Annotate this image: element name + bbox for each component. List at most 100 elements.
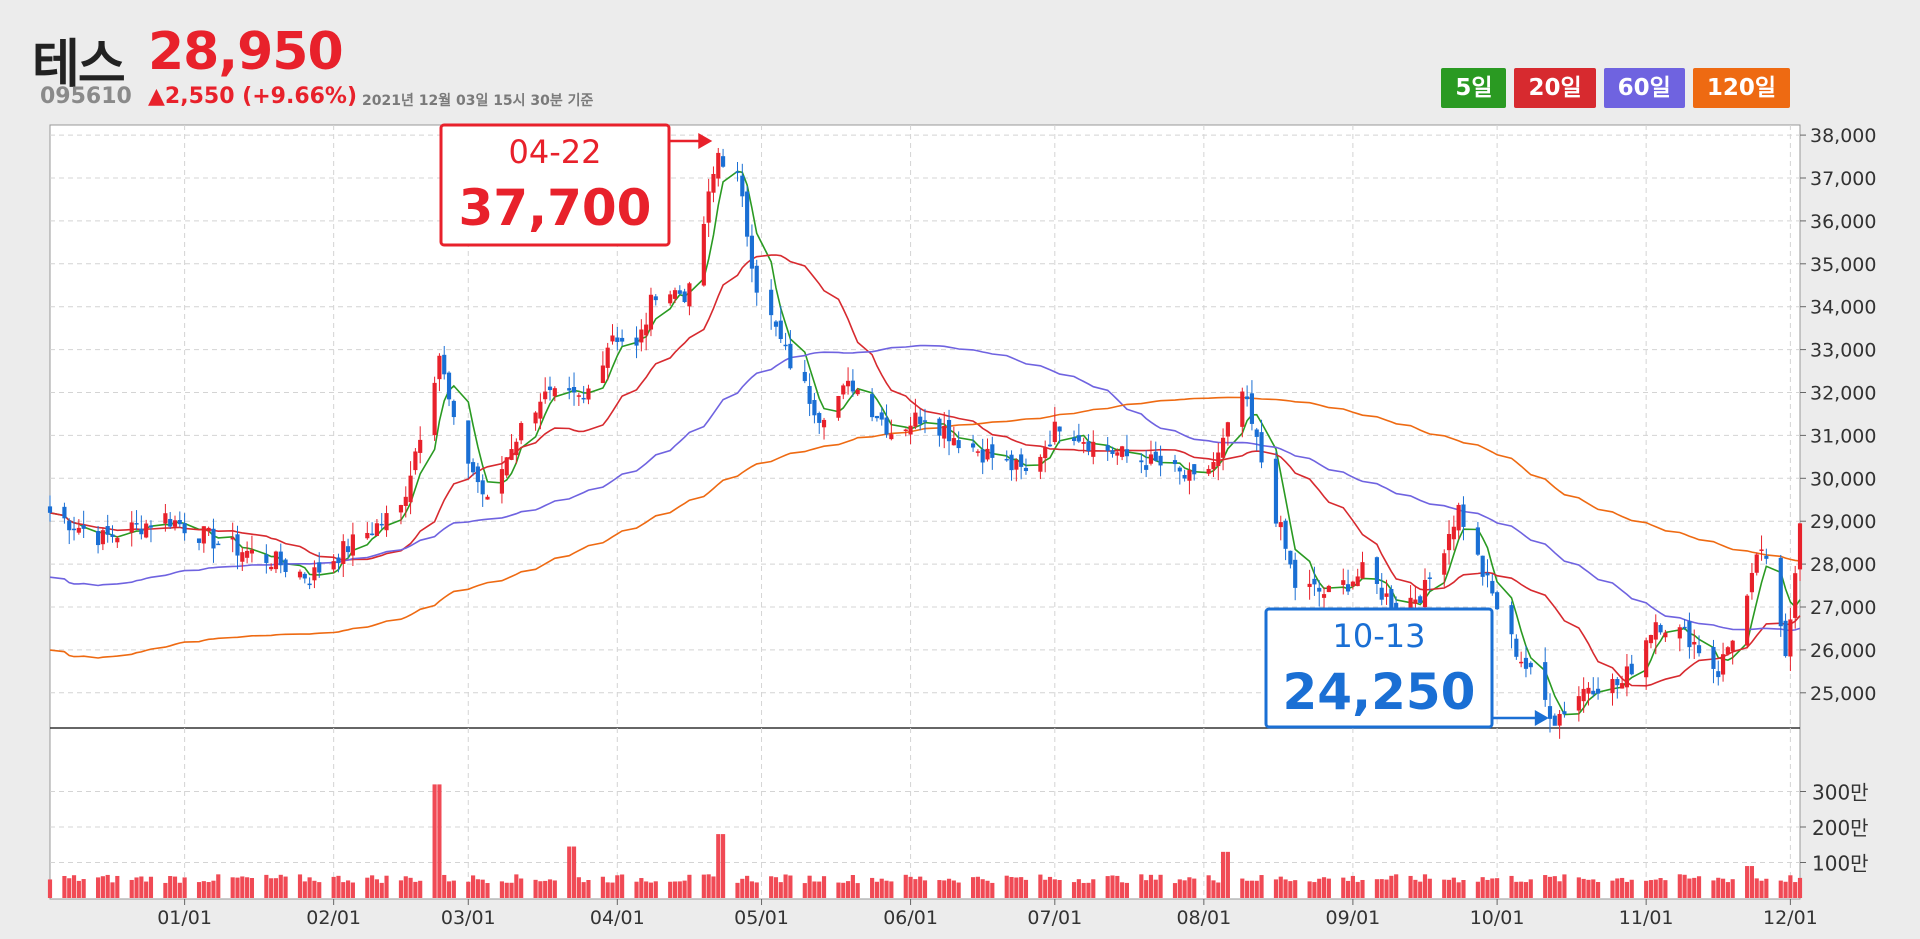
candle-body bbox=[1009, 454, 1014, 471]
candle-body bbox=[201, 526, 206, 544]
candle-body bbox=[177, 520, 182, 525]
candle bbox=[1648, 634, 1654, 649]
candle-body bbox=[1182, 474, 1187, 479]
candle-body bbox=[1192, 464, 1197, 475]
candle-body bbox=[1153, 451, 1158, 461]
volume-bar bbox=[1254, 880, 1259, 898]
candle bbox=[504, 457, 509, 479]
candle bbox=[1115, 448, 1120, 465]
volume-bar bbox=[956, 882, 961, 898]
volume-bar bbox=[148, 876, 154, 898]
volume-bar bbox=[1172, 883, 1178, 898]
time-tick-label: 07/01 bbox=[1027, 907, 1082, 929]
volume-bar bbox=[1360, 879, 1365, 898]
volume-bar bbox=[110, 882, 115, 898]
candle bbox=[821, 417, 827, 440]
volume-bar bbox=[605, 882, 610, 898]
candle-body bbox=[1047, 444, 1053, 447]
candle bbox=[1014, 458, 1019, 482]
time-tick-label: 09/01 bbox=[1326, 907, 1381, 929]
candle-body bbox=[168, 518, 173, 527]
candle-body bbox=[1317, 587, 1322, 592]
volume-bar bbox=[264, 874, 269, 898]
candle bbox=[211, 518, 216, 563]
candle bbox=[466, 420, 471, 479]
volume-bar bbox=[682, 880, 687, 898]
volume-bar bbox=[302, 881, 307, 898]
candle-body bbox=[653, 296, 658, 301]
volume-bar bbox=[470, 875, 476, 898]
candle-body bbox=[240, 552, 245, 562]
volume-bar bbox=[1519, 881, 1524, 898]
candle bbox=[610, 324, 615, 345]
candle bbox=[745, 186, 750, 247]
volume-bar bbox=[1629, 879, 1634, 898]
candle bbox=[1009, 450, 1014, 481]
candle-body bbox=[749, 235, 755, 269]
candle bbox=[302, 572, 307, 584]
candle bbox=[600, 351, 605, 384]
ma60-button[interactable]: 60일 bbox=[1603, 68, 1685, 108]
volume-bar bbox=[442, 874, 447, 898]
volume-bar bbox=[812, 881, 817, 898]
volume-bar bbox=[1552, 876, 1557, 898]
volume-bar bbox=[245, 877, 250, 898]
volume-bar bbox=[821, 876, 827, 898]
candle bbox=[129, 511, 134, 547]
candle-body bbox=[418, 439, 423, 453]
volume-bar bbox=[283, 876, 288, 898]
candle-body bbox=[644, 324, 649, 336]
candle-body bbox=[990, 444, 995, 458]
time-tick-label: 08/01 bbox=[1176, 907, 1231, 929]
candle-body bbox=[874, 415, 880, 419]
volume-tick-label: 200만 bbox=[1812, 816, 1869, 840]
candle bbox=[884, 404, 889, 438]
candle-body bbox=[1422, 579, 1428, 608]
volume-bar bbox=[62, 875, 67, 898]
volume-bar bbox=[783, 874, 788, 898]
candle-body bbox=[1120, 446, 1125, 457]
candle bbox=[1490, 573, 1495, 596]
candle-body bbox=[273, 551, 279, 570]
ma20-button[interactable]: 20일 bbox=[1514, 68, 1596, 108]
candle bbox=[139, 515, 144, 540]
candle-body bbox=[1086, 441, 1091, 452]
candle-body bbox=[586, 388, 591, 400]
marker-arrow-head bbox=[698, 133, 713, 149]
candle-body bbox=[95, 531, 101, 546]
candle bbox=[350, 522, 355, 567]
candle-body bbox=[1788, 619, 1793, 657]
volume-bar bbox=[817, 881, 822, 898]
candle-body bbox=[1427, 577, 1432, 579]
candle bbox=[836, 395, 841, 421]
candle-body bbox=[1345, 584, 1351, 592]
volume-bar bbox=[1014, 877, 1019, 898]
volume-bar bbox=[1653, 879, 1658, 898]
candle-body bbox=[1543, 662, 1548, 700]
candle-body bbox=[307, 583, 312, 586]
volume-bar bbox=[1211, 880, 1216, 898]
candle bbox=[509, 434, 514, 461]
volume-bar bbox=[519, 878, 524, 898]
candle-body bbox=[384, 513, 389, 531]
volume-bar bbox=[1514, 881, 1519, 898]
candle-body bbox=[451, 400, 456, 418]
candle bbox=[1187, 462, 1192, 495]
volume-bar bbox=[586, 880, 591, 898]
ma5-button[interactable]: 5일 bbox=[1441, 68, 1507, 108]
candle-body bbox=[370, 533, 375, 536]
ma120-button[interactable]: 120일 bbox=[1692, 68, 1790, 108]
candle-body bbox=[942, 425, 947, 439]
candle-body bbox=[769, 289, 774, 316]
candle-body bbox=[398, 505, 404, 513]
candle-body bbox=[278, 551, 283, 566]
candle-body bbox=[1495, 592, 1500, 610]
candle-body bbox=[129, 522, 134, 533]
candle bbox=[1720, 642, 1726, 682]
candle bbox=[1692, 629, 1697, 660]
candle-body bbox=[1624, 666, 1630, 688]
candle-body bbox=[1413, 599, 1418, 604]
candle bbox=[1591, 677, 1596, 698]
volume-bar bbox=[769, 876, 774, 898]
candle bbox=[1557, 710, 1562, 739]
